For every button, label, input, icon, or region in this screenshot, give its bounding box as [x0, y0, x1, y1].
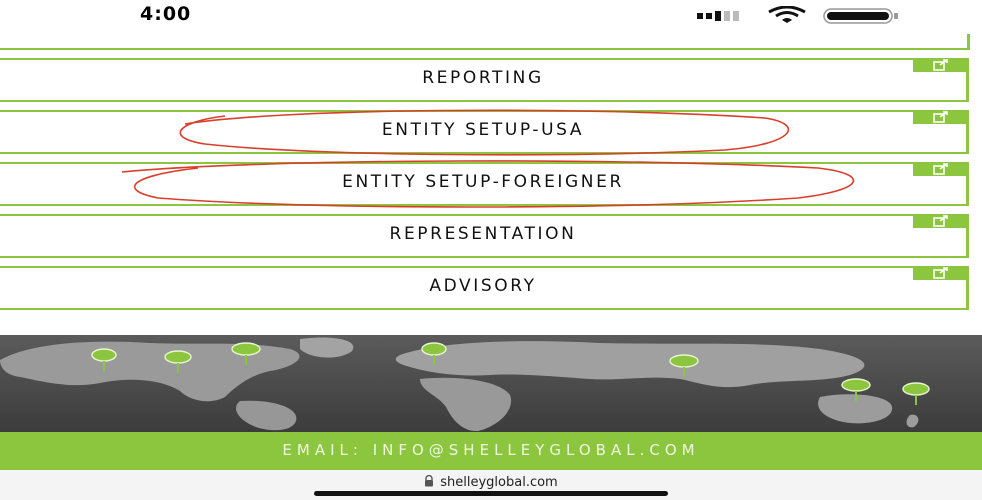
- external-link-button[interactable]: [913, 214, 969, 228]
- menu-item-label: ENTITY SETUP-USA: [381, 120, 585, 140]
- footer-email-link[interactable]: EMAIL: INFO@SHELLEYGLOBAL.COM: [282, 441, 700, 459]
- lock-icon: [425, 475, 434, 487]
- menu-item-entity-setup-usa[interactable]: ENTITY SETUP-USA: [0, 110, 969, 154]
- menu-item-reporting[interactable]: REPORTING: [0, 58, 969, 102]
- menu-item-advisory[interactable]: ADVISORY: [0, 266, 969, 310]
- home-indicator[interactable]: [314, 491, 668, 496]
- battery-icon: [823, 8, 898, 24]
- menu-item-representation[interactable]: REPRESENTATION: [0, 214, 969, 258]
- menu-item-label: REPORTING: [422, 68, 544, 88]
- menu-row-partial: [0, 34, 970, 50]
- footer: EMAIL: INFO@SHELLEYGLOBAL.COM: [0, 432, 982, 470]
- external-link-button[interactable]: [913, 58, 969, 72]
- menu-item-label: ENTITY SETUP-FOREIGNER: [342, 172, 624, 192]
- external-link-icon: [933, 267, 948, 279]
- menu-item-label: ADVISORY: [429, 276, 537, 296]
- external-link-button[interactable]: [913, 162, 969, 176]
- external-link-button[interactable]: [913, 110, 969, 124]
- menu-item-label: REPRESENTATION: [389, 224, 577, 244]
- external-link-button[interactable]: [913, 266, 969, 280]
- external-link-icon: [933, 111, 948, 123]
- external-link-icon: [933, 163, 948, 175]
- world-map-icon: [0, 337, 930, 432]
- wifi-icon: [768, 6, 806, 23]
- world-map-image: [0, 335, 982, 432]
- menu-item-entity-setup-foreigner[interactable]: ENTITY SETUP-FOREIGNER: [0, 162, 969, 206]
- status-time: 4:00: [140, 3, 192, 25]
- status-bar: 4:00: [0, 0, 982, 34]
- signal-icon: [697, 11, 739, 21]
- external-link-icon: [933, 59, 948, 71]
- url-text: shelleyglobal.com: [440, 475, 558, 490]
- external-link-icon: [933, 215, 948, 227]
